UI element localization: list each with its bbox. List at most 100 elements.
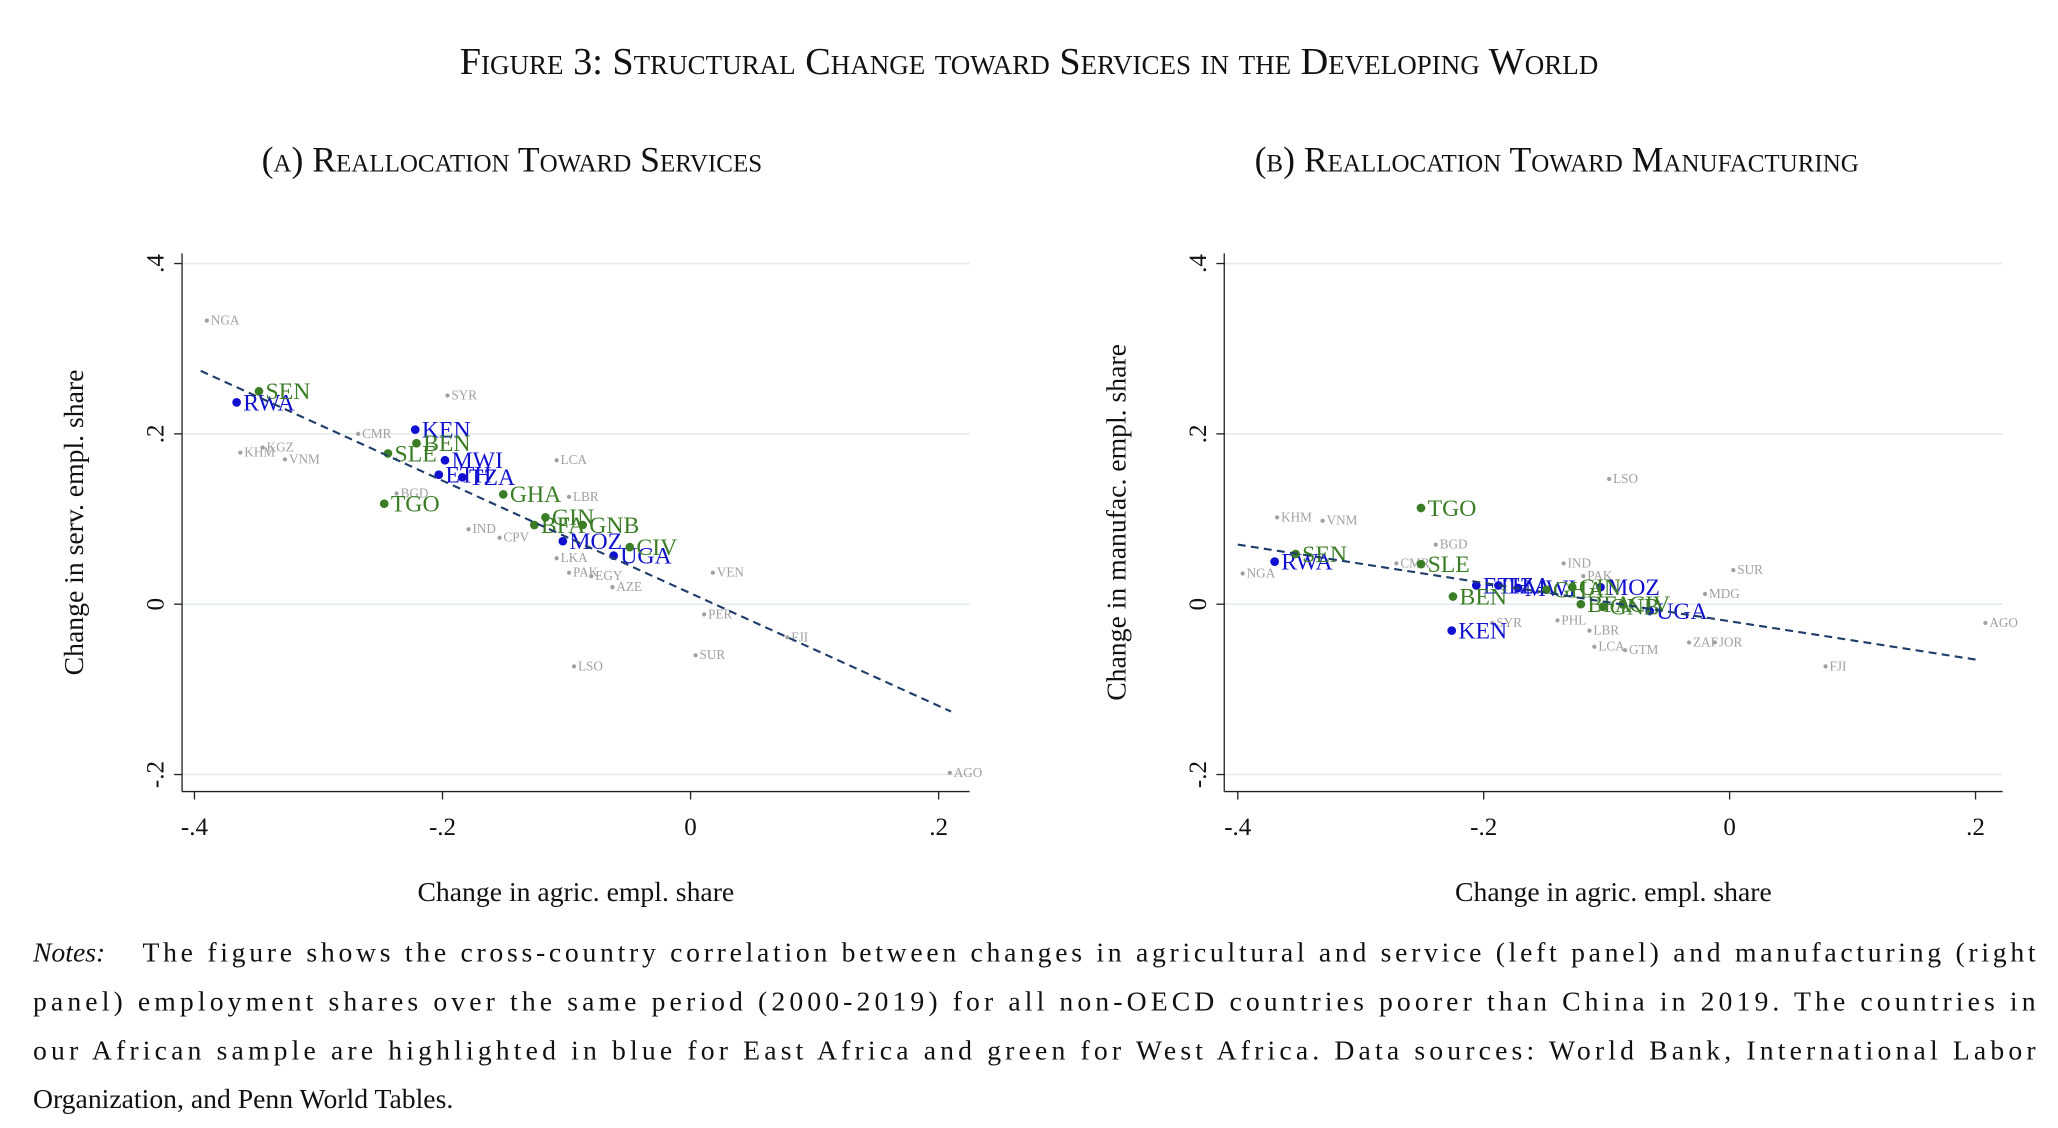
point-label: FJI [1829,658,1846,673]
point-label: NGA [1247,566,1276,581]
point-label: IND [1568,555,1591,570]
y-tick-label: 0 [143,598,170,611]
point [1581,573,1586,579]
point-label: SLE [1428,552,1470,578]
point [1596,582,1605,592]
point-label: SYR [451,388,477,403]
point-label: BGD [1440,537,1468,552]
x-tick-label: .2 [929,814,948,841]
point [1592,644,1597,649]
point-label: LCA [561,452,588,467]
point [529,520,539,530]
x-tick-label: -.2 [429,814,456,841]
point [1607,476,1612,482]
point-label: ETH [445,463,491,489]
point [947,770,952,775]
point [1576,599,1586,609]
point-label: UGA [1656,599,1707,625]
y-tick-label: -.2 [1185,761,1212,788]
y-tick-label: .4 [1185,254,1212,273]
point [566,570,572,575]
point-label: LKA [561,550,589,565]
point [1471,581,1481,590]
point [1448,592,1458,601]
y-axis-label: Change in manufac. empl. share [1100,344,1131,701]
point-label: TGO [391,492,440,518]
point [1270,557,1280,566]
point [445,393,450,398]
x-tick-label: 0 [1723,814,1736,841]
point-label: FJI [791,629,808,644]
fit-line [1237,543,1976,661]
y-tick-label: .4 [143,254,170,273]
point-label: GHA [1553,578,1604,604]
point-label: ZAF [1693,634,1718,649]
point [554,556,559,561]
point-label: MDG [1709,586,1740,601]
point-label: LBR [573,489,599,504]
point [282,457,288,462]
point [610,585,615,590]
point [589,573,594,579]
point-label: TZA [469,465,515,491]
notes-line: Organization, and Penn World Tables. [33,1083,453,1114]
point [1447,626,1457,635]
point [1823,664,1828,669]
point [1731,568,1736,573]
point-label: PER [708,606,732,621]
fit-line [200,369,952,713]
point-label: GNB [589,513,639,539]
point [1686,640,1692,645]
point [434,470,444,480]
point-label: SYR [1496,615,1522,630]
x-axis-label: Change in agric. empl. share [1455,876,1772,907]
point-label: KEN [1458,619,1507,645]
point-label: LBR [1593,623,1619,638]
x-tick-label: -.2 [1470,814,1497,841]
point [1240,571,1245,576]
point [1416,559,1426,569]
point [238,450,243,455]
point [440,455,450,465]
notes-label: Notes: [32,937,105,968]
point-label: KHM [244,445,275,460]
point-label: CIV [636,535,677,561]
point [498,489,508,499]
point [702,612,707,617]
point [204,318,209,323]
point [785,635,790,640]
y-tick-label: 0 [1185,598,1212,611]
point-label: CIV [1629,592,1670,618]
point-label: LSO [1613,471,1638,486]
point-label: BEN [423,431,470,457]
point [558,536,568,546]
point [1561,561,1566,566]
figure-title: Figure 3: Structural Change toward Servi… [460,41,1598,83]
point-label: SUR [699,647,725,662]
point-label: KEN [422,418,471,444]
point [710,570,716,575]
point-label: VNM [289,451,320,466]
point-label: MOZ [1607,575,1660,601]
x-axis-label: Change in agric. empl. share [417,876,734,907]
notes-line: The figure shows the cross-country corre… [142,937,2035,968]
point [554,458,559,463]
point [1555,618,1560,623]
point-label: SEN [266,379,311,405]
y-tick-label: -.2 [143,761,170,788]
point [497,535,502,540]
point [625,542,635,552]
point [566,494,572,500]
point-label: GIN [552,505,594,531]
point [1567,582,1577,592]
point-label: GTM [1629,642,1659,657]
point [1702,591,1708,597]
point-label: EGY [595,568,623,583]
point-label: VNM [1327,513,1358,528]
point-label: PHL [1561,612,1586,627]
point-label: TGO [1428,496,1477,522]
point-label: SUR [1737,562,1763,577]
point [1433,542,1438,547]
point [394,491,399,496]
